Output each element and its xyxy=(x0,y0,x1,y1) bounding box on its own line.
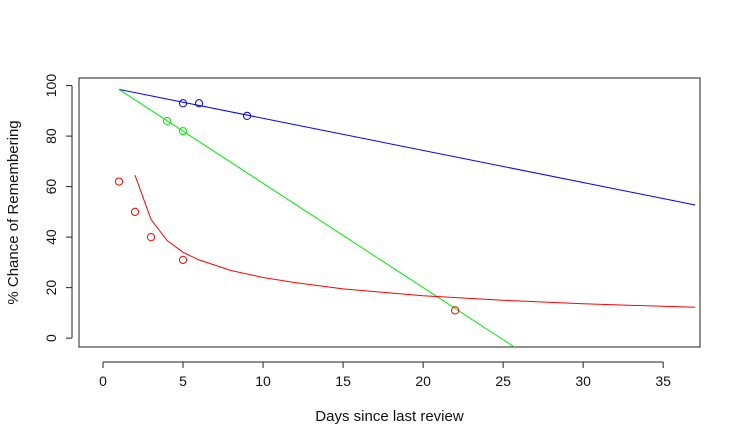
series-2-point xyxy=(162,116,172,126)
x-tick-label: 10 xyxy=(255,373,271,389)
plot-box xyxy=(78,77,701,348)
series-3-point xyxy=(178,255,188,264)
fit-curves xyxy=(118,88,696,348)
y-axis-title: % Chance of Remembering xyxy=(5,120,22,304)
x-tick-label: 35 xyxy=(655,373,671,389)
series-3-point xyxy=(146,233,156,242)
x-tick-label: 5 xyxy=(179,373,187,389)
series-2-fit-line xyxy=(118,88,515,348)
data-points xyxy=(114,99,460,315)
series-1-fit-line xyxy=(118,88,696,206)
series-3-point xyxy=(130,207,140,216)
series-3-point xyxy=(451,306,460,315)
y-tick-label: 100 xyxy=(43,74,59,98)
x-tick-label: 15 xyxy=(335,373,351,389)
series-3-fit-line xyxy=(134,175,696,308)
y-tick-label: 60 xyxy=(43,179,59,195)
x-axis: 0 5 10 15 20 25 30 35 xyxy=(99,361,671,389)
y-tick-label: 40 xyxy=(43,229,59,245)
x-tick-label: 0 xyxy=(99,373,107,389)
series-1-point xyxy=(242,111,252,120)
y-tick-label: 20 xyxy=(43,280,59,296)
series-1-point xyxy=(194,99,204,108)
x-tick-label: 25 xyxy=(495,373,511,389)
series-3-point xyxy=(114,177,124,186)
y-tick-label: 80 xyxy=(43,128,59,144)
y-tick-label: 0 xyxy=(43,334,59,342)
y-axis: 0 20 40 60 80 100 xyxy=(43,74,73,342)
x-tick-label: 20 xyxy=(415,373,431,389)
series-2-point xyxy=(178,126,188,136)
x-axis-title: Days since last review xyxy=(315,408,464,425)
x-tick-label: 30 xyxy=(575,373,591,389)
series-1-point xyxy=(178,99,188,108)
